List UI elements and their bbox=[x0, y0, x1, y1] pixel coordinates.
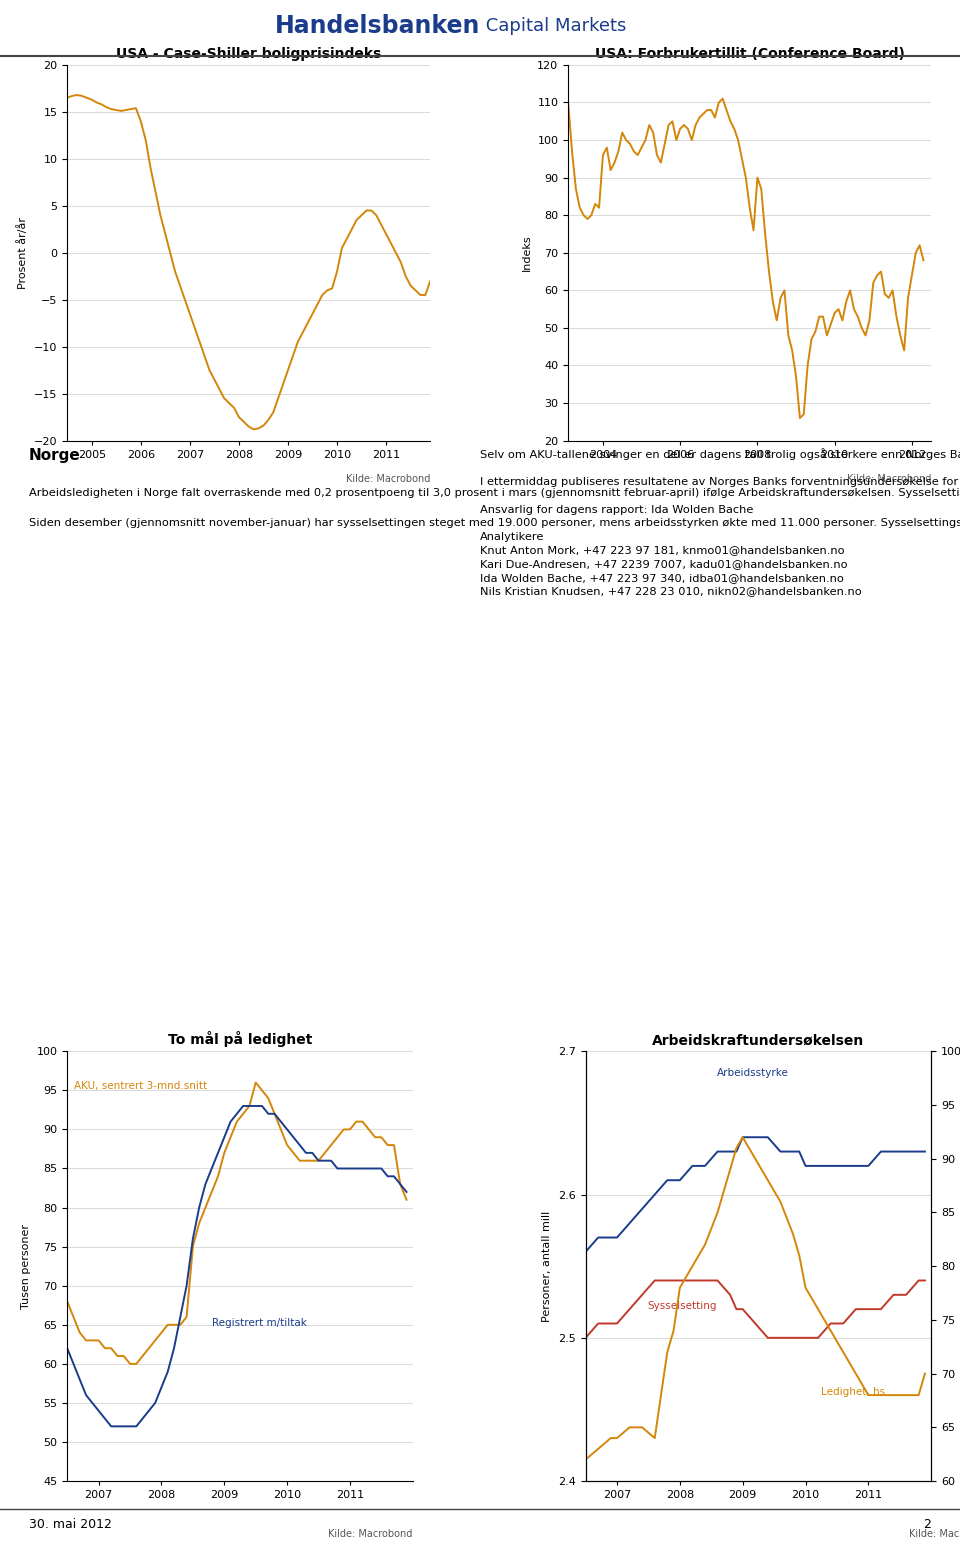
Text: Kilde: Macrobond: Kilde: Macrobond bbox=[346, 475, 430, 484]
Text: Kilde: Macrobond: Kilde: Macrobond bbox=[328, 1529, 413, 1538]
Y-axis label: Prosent år/år: Prosent år/år bbox=[17, 216, 29, 289]
Text: Registrert m/tiltak: Registrert m/tiltak bbox=[212, 1317, 307, 1328]
Text: 30. mai 2012: 30. mai 2012 bbox=[29, 1518, 111, 1531]
Text: AKU, sentrert 3-mnd.snitt: AKU, sentrert 3-mnd.snitt bbox=[74, 1081, 207, 1091]
Title: USA - Case-Shiller boligprisindeks: USA - Case-Shiller boligprisindeks bbox=[116, 46, 381, 60]
Text: Selv om AKU-tallene svinger en del er dagens tall trolig også sterkere enn Norge: Selv om AKU-tallene svinger en del er da… bbox=[480, 448, 960, 597]
Y-axis label: Tusen personer: Tusen personer bbox=[21, 1224, 31, 1308]
Title: To mål på ledighet: To mål på ledighet bbox=[168, 1031, 312, 1047]
Text: Capital Markets: Capital Markets bbox=[480, 17, 626, 34]
Text: Arbeidsstyrke: Arbeidsstyrke bbox=[717, 1068, 789, 1079]
Text: Handelsbanken: Handelsbanken bbox=[275, 14, 480, 37]
Text: Norge: Norge bbox=[29, 448, 81, 464]
Text: Ledighet, hs: Ledighet, hs bbox=[821, 1387, 885, 1396]
Text: Kilde: Macrobond: Kilde: Macrobond bbox=[847, 475, 931, 484]
Text: Arbeidsledigheten i Norge falt overraskende med 0,2 prosentpoeng til 3,0 prosent: Arbeidsledigheten i Norge falt overraske… bbox=[29, 485, 960, 527]
Text: Sysselsetting: Sysselsetting bbox=[648, 1300, 717, 1311]
Text: 2: 2 bbox=[924, 1518, 931, 1531]
Text: Kilde: Macrobond: Kilde: Macrobond bbox=[909, 1529, 960, 1538]
Title: Arbeidskraftundersøkelsen: Arbeidskraftundersøkelsen bbox=[652, 1033, 865, 1047]
Title: USA: Forbrukertillit (Conference Board): USA: Forbrukertillit (Conference Board) bbox=[595, 46, 904, 60]
Y-axis label: Indeks: Indeks bbox=[522, 235, 532, 271]
Y-axis label: Personer, antall mill: Personer, antall mill bbox=[542, 1211, 552, 1322]
